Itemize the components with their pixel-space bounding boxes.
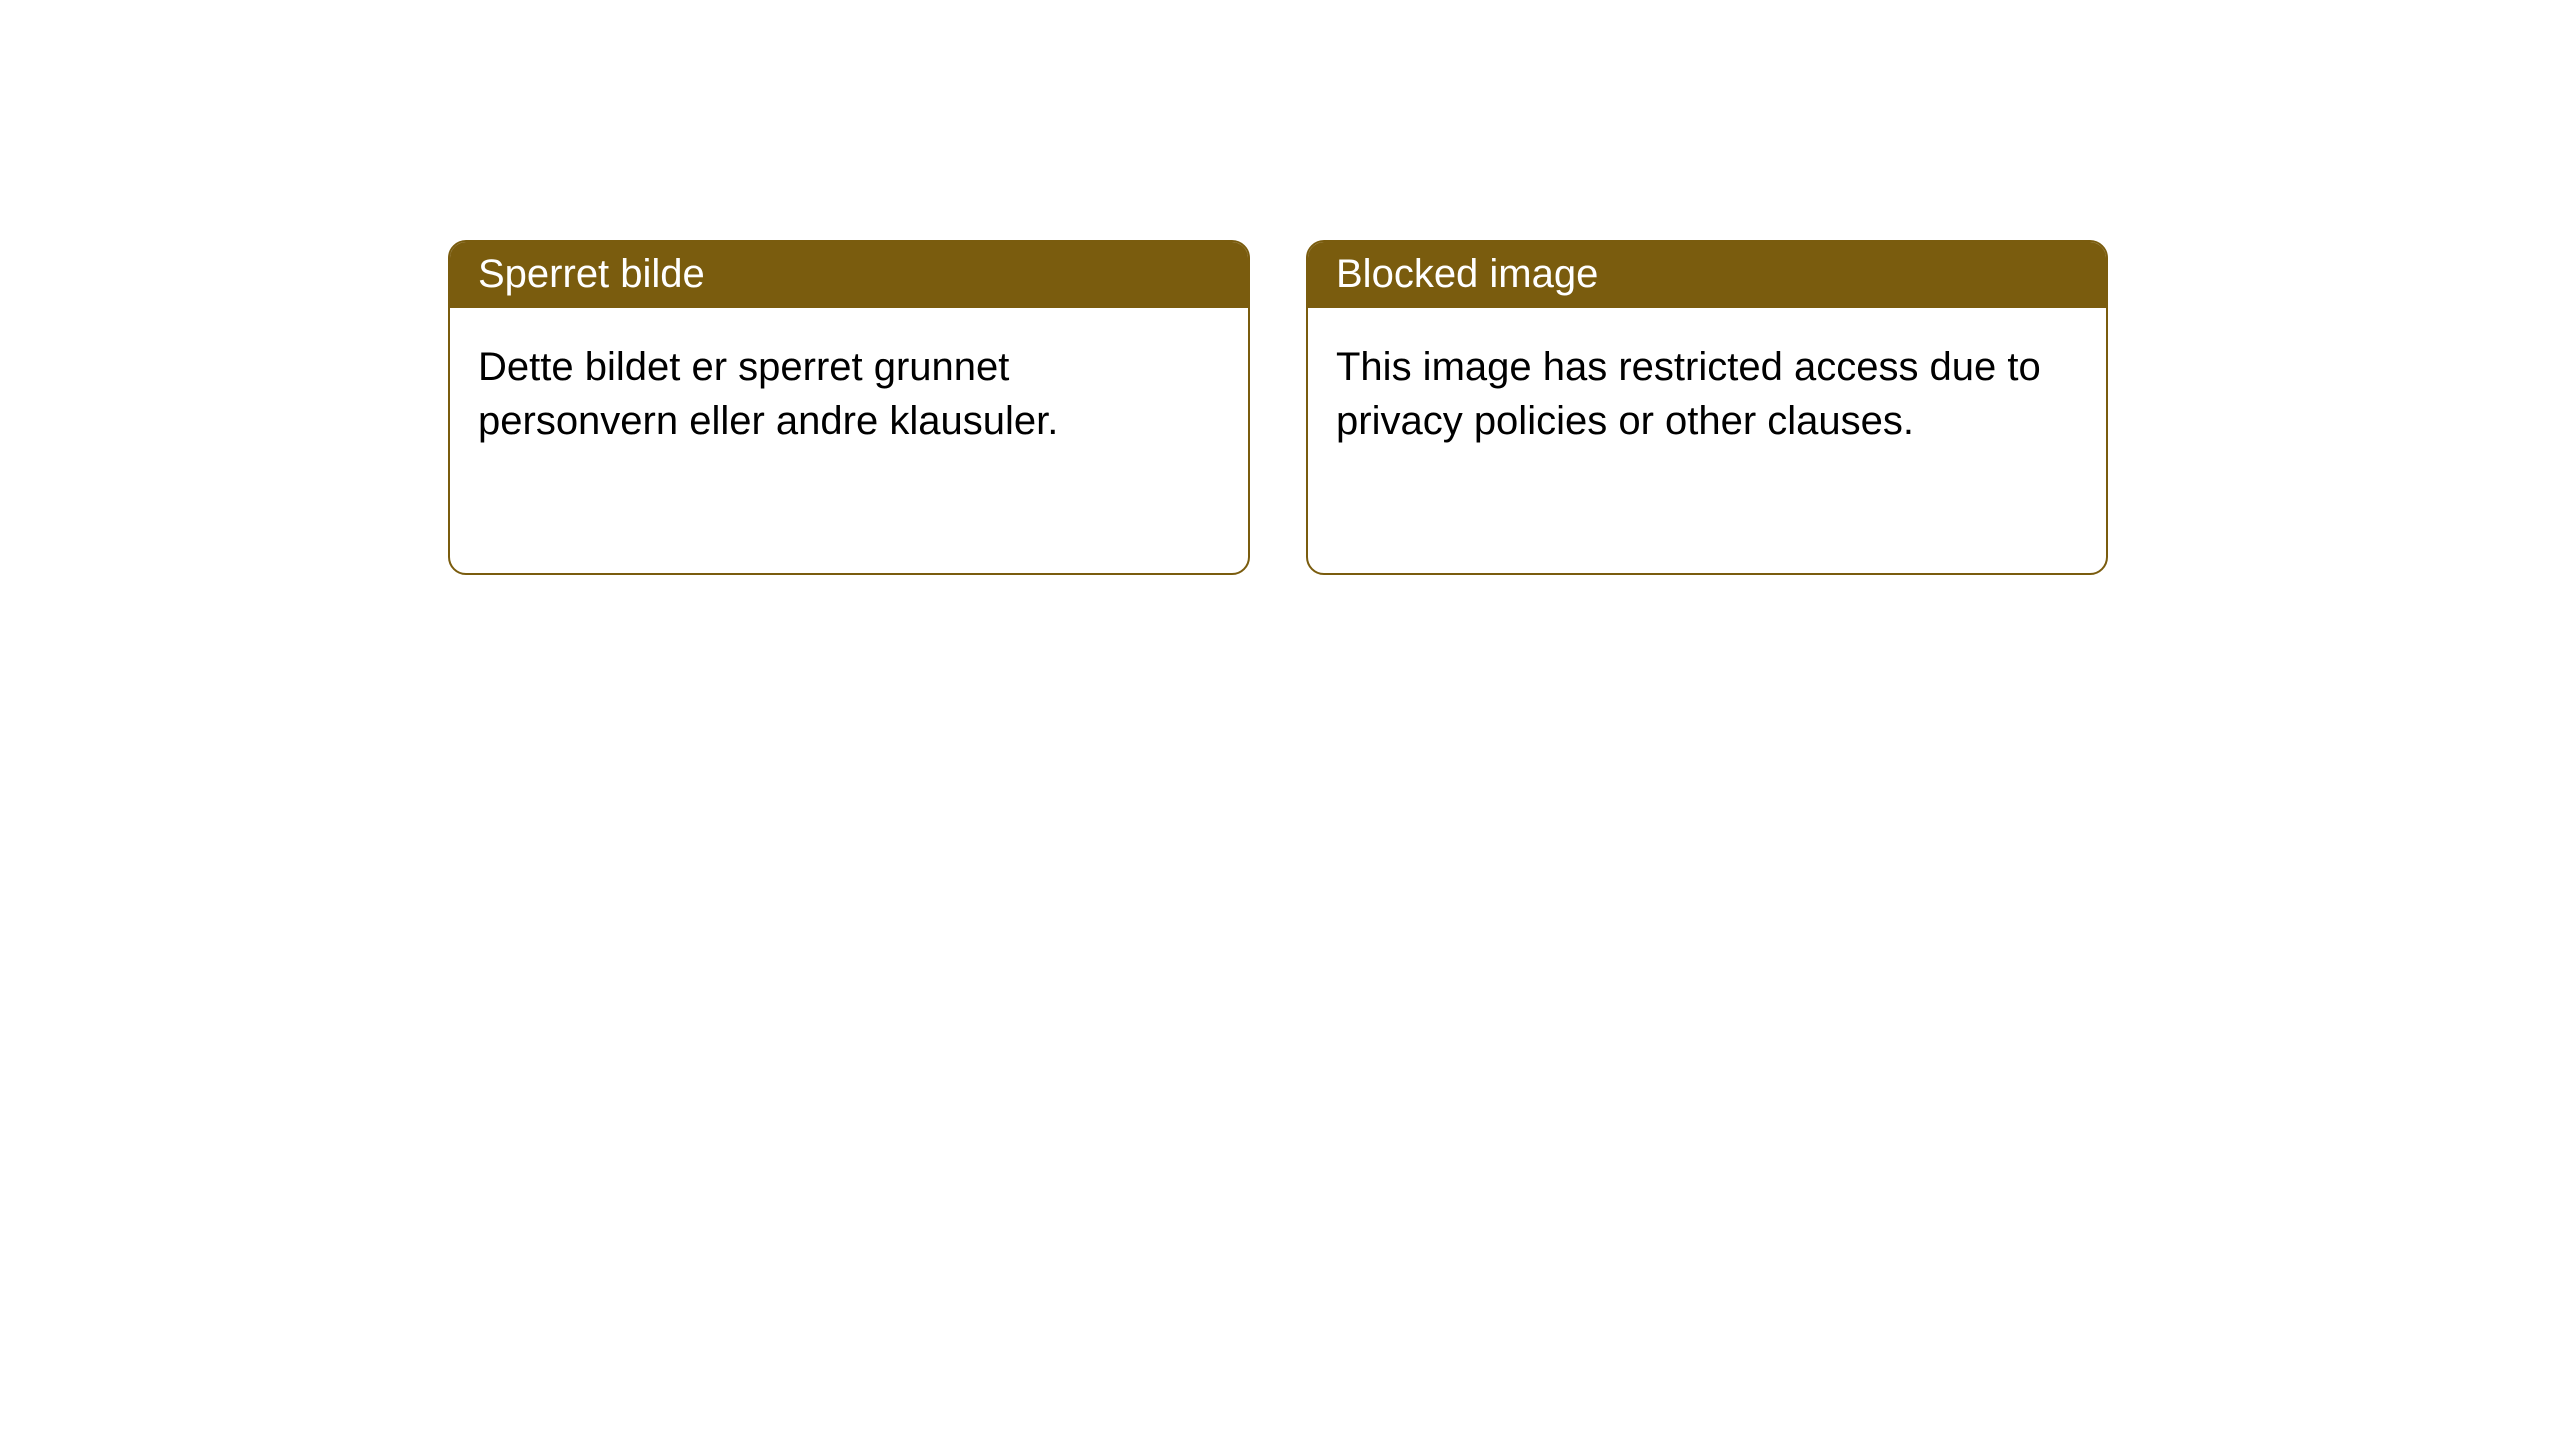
notice-container: Sperret bilde Dette bildet er sperret gr… — [448, 240, 2108, 575]
notice-body-no: Dette bildet er sperret grunnet personve… — [450, 308, 1248, 480]
notice-title-en: Blocked image — [1308, 242, 2106, 308]
notice-card-no: Sperret bilde Dette bildet er sperret gr… — [448, 240, 1250, 575]
notice-title-no: Sperret bilde — [450, 242, 1248, 308]
notice-body-en: This image has restricted access due to … — [1308, 308, 2106, 480]
notice-card-en: Blocked image This image has restricted … — [1306, 240, 2108, 575]
